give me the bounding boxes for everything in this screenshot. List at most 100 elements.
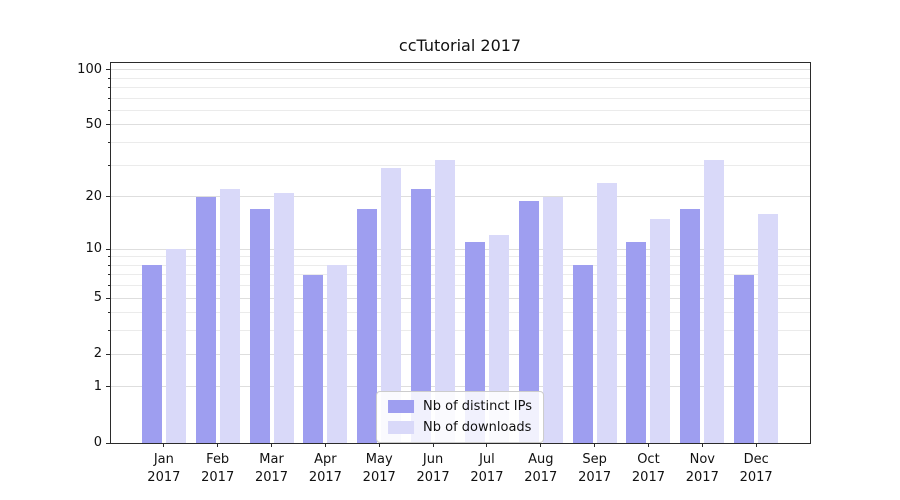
y-gridline-major — [110, 196, 810, 198]
y-gridline-minor — [110, 330, 810, 332]
x-tick-label: Nov 2017 — [685, 452, 719, 485]
x-tick-major — [378, 443, 380, 447]
legend-item-downloads: Nb of downloads — [388, 420, 532, 435]
y-tick-major — [106, 196, 110, 198]
x-tick-label: Aug 2017 — [524, 452, 558, 485]
x-tick-major — [324, 443, 326, 447]
bar-downloads — [704, 160, 725, 443]
x-tick-major — [594, 443, 596, 447]
bar-downloads — [596, 182, 617, 443]
x-tick-label: Mar 2017 — [254, 452, 289, 485]
y-gridline-major — [110, 69, 810, 71]
y-gridline-major — [110, 297, 810, 299]
y-tick-major — [106, 124, 110, 126]
y-tick-minor — [108, 97, 110, 99]
chart-title: ccTutorial 2017 — [398, 36, 522, 55]
bar-distinct-ips — [249, 209, 270, 443]
y-tick-minor — [108, 285, 110, 287]
x-tick-major — [217, 443, 219, 447]
x-tick-label: Dec 2017 — [739, 452, 773, 485]
y-tick-major — [106, 386, 110, 388]
x-tick-major — [540, 443, 542, 447]
bar-distinct-ips — [141, 265, 162, 443]
y-tick-minor — [108, 312, 110, 314]
x-tick-label: Jun 2017 — [416, 452, 450, 485]
bar-downloads — [165, 249, 186, 443]
y-tick-label: 0 — [93, 435, 102, 450]
y-tick-label: 1 — [93, 378, 102, 394]
bar-distinct-ips — [411, 189, 432, 443]
y-gridline-minor — [110, 86, 810, 88]
y-gridline-minor — [110, 97, 810, 99]
y-gridline-minor — [110, 274, 810, 276]
legend-swatch-downloads — [388, 421, 415, 434]
x-tick-label: Jan 2017 — [147, 452, 181, 485]
y-gridline-minor — [110, 142, 810, 144]
bar-downloads — [327, 265, 348, 443]
bar-downloads — [273, 192, 294, 443]
x-tick-label: Sep 2017 — [578, 452, 612, 485]
y-gridline-minor — [110, 285, 810, 287]
x-tick-label: Apr 2017 — [308, 452, 342, 485]
y-tick-minor — [108, 256, 110, 258]
x-tick-label: Feb 2017 — [201, 452, 235, 485]
bar-downloads — [435, 160, 456, 443]
y-tick-major — [106, 69, 110, 71]
y-tick-major — [106, 248, 110, 250]
y-tick-minor — [108, 274, 110, 276]
x-tick-major — [486, 443, 488, 447]
y-tick-minor — [108, 264, 110, 266]
y-gridline-minor — [110, 312, 810, 314]
bar-distinct-ips — [734, 274, 755, 443]
bar-distinct-ips — [303, 274, 324, 443]
y-tick-minor — [108, 86, 110, 88]
legend: Nb of distinct IPs Nb of downloads — [376, 391, 544, 443]
y-tick-minor — [108, 109, 110, 111]
bar-downloads — [758, 213, 779, 443]
x-tick-label: Oct 2017 — [631, 452, 665, 485]
y-gridline-minor — [110, 109, 810, 111]
bar-distinct-ips — [357, 209, 378, 443]
bar-downloads — [381, 167, 402, 443]
bar-distinct-ips — [680, 209, 701, 443]
y-gridline-major — [110, 124, 810, 126]
x-tick-label: Jul 2017 — [470, 452, 504, 485]
bar-distinct-ips — [626, 241, 647, 443]
x-tick-label: May 2017 — [362, 452, 396, 485]
y-tick-label: 50 — [85, 116, 102, 132]
x-tick-major — [163, 443, 165, 447]
y-tick-minor — [108, 142, 110, 144]
y-tick-label: 5 — [93, 290, 102, 306]
y-gridline-minor — [110, 164, 810, 166]
x-tick-major — [432, 443, 434, 447]
y-gridline-minor — [110, 256, 810, 258]
bar-distinct-ips — [572, 265, 593, 443]
y-tick-major — [106, 442, 110, 444]
legend-swatch-distinct-ips — [388, 400, 415, 413]
x-tick-major — [701, 443, 703, 447]
y-tick-major — [106, 353, 110, 355]
y-gridline-major — [110, 353, 810, 355]
y-tick-label: 100 — [77, 61, 102, 77]
x-tick-major — [647, 443, 649, 447]
y-gridline-minor — [110, 77, 810, 79]
legend-item-distinct-ips: Nb of distinct IPs — [388, 399, 532, 414]
y-tick-label: 20 — [85, 188, 102, 204]
bar-downloads — [650, 218, 671, 443]
bar-downloads — [219, 189, 240, 443]
y-gridline-major — [110, 386, 810, 388]
y-tick-minor — [108, 77, 110, 79]
bar-downloads — [542, 196, 563, 443]
bar-distinct-ips — [195, 196, 216, 443]
y-gridline-minor — [110, 264, 810, 266]
y-tick-label: 2 — [93, 346, 102, 362]
legend-label-distinct-ips: Nb of distinct IPs — [423, 399, 532, 414]
x-tick-major — [271, 443, 273, 447]
y-tick-major — [106, 297, 110, 299]
y-tick-label: 10 — [85, 241, 102, 256]
y-tick-minor — [108, 164, 110, 166]
bar-distinct-ips — [518, 200, 539, 443]
y-gridline-major — [110, 248, 810, 250]
y-tick-minor — [108, 330, 110, 332]
